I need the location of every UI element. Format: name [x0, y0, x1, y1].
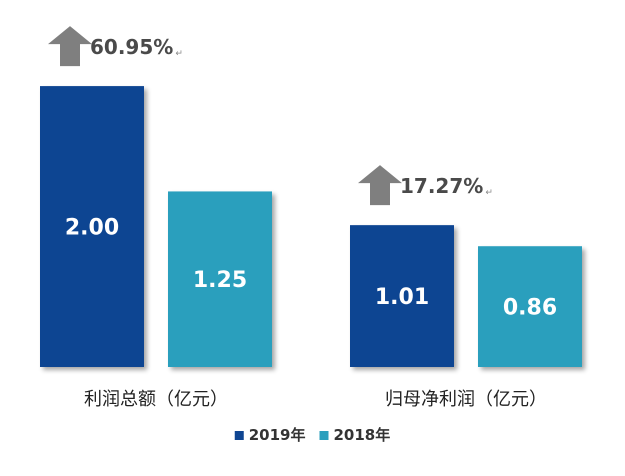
- paragraph-mark: ↵: [175, 49, 183, 59]
- growth-percent-label: 17.27%: [400, 174, 483, 198]
- category-label: 归母净利润（亿元）: [385, 389, 547, 410]
- bar-value-label: 0.86: [503, 296, 557, 321]
- legend-label: 2018年: [334, 426, 391, 444]
- bar-value-label: 1.01: [375, 285, 429, 310]
- bar-2-series-2: [478, 246, 582, 367]
- bar-2-series-1: [350, 225, 454, 367]
- legend-swatch: [319, 431, 329, 440]
- legend-label: 2019年: [249, 426, 306, 444]
- bar-1-series-2: [168, 191, 272, 367]
- bar-1-series-1: [40, 86, 144, 367]
- legend-swatch: [234, 431, 244, 440]
- up-arrow-icon: [358, 165, 402, 206]
- bar-value-label: 2.00: [65, 216, 119, 241]
- growth-percent-label: 60.95%: [90, 35, 173, 59]
- paragraph-mark: ↵: [485, 188, 493, 198]
- growth-annotations: 60.95% ↵17.27% ↵: [48, 26, 493, 206]
- bars-layer: 2.00 1.25 1.01 0.86: [40, 86, 582, 367]
- up-arrow-icon: [48, 26, 92, 67]
- category-labels: 利润总额（亿元） 归母净利润（亿元）: [84, 389, 547, 410]
- bar-value-label: 1.25: [193, 268, 247, 293]
- category-label: 利润总额（亿元）: [84, 389, 228, 410]
- legend: 2019年 2018年: [234, 426, 391, 444]
